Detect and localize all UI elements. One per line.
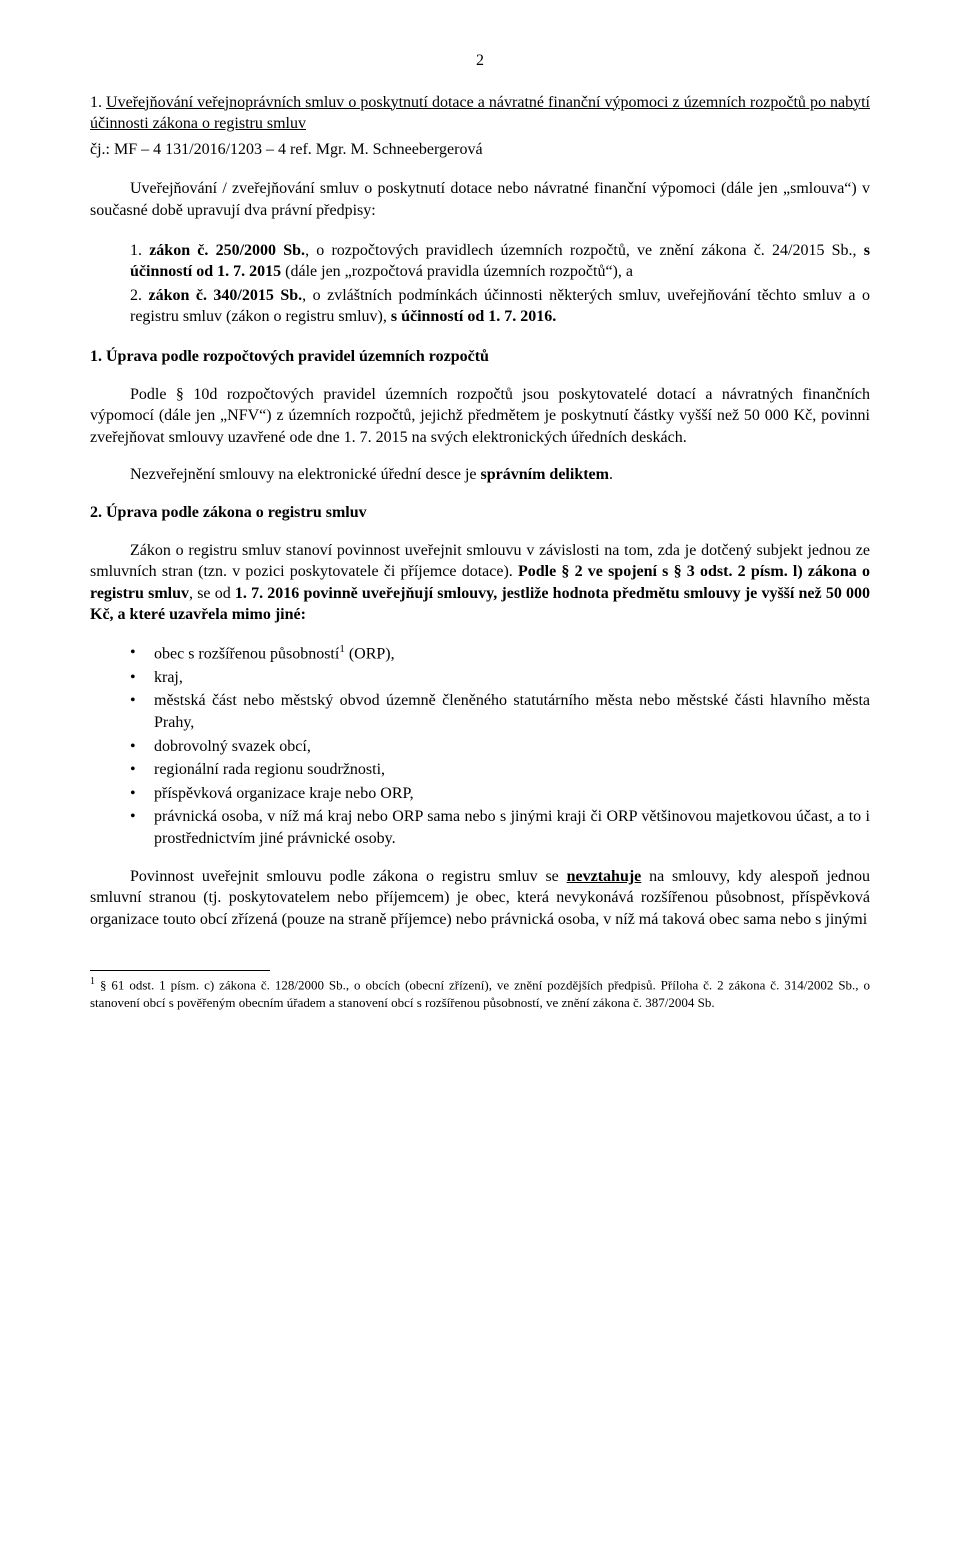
item-bold: zákon č. 340/2015 Sb. xyxy=(148,287,302,304)
footnote-text: § 61 odst. 1 písm. c) zákona č. 128/2000… xyxy=(90,978,870,1010)
bullet-text: příspěvková organizace kraje nebo ORP, xyxy=(154,785,414,802)
section-2-heading: 2. Úprava podle zákona o registru smluv xyxy=(90,502,870,524)
bullet-text: městská část nebo městský obvod územně č… xyxy=(154,692,870,731)
bullet-text: právnická osoba, v níž má kraj nebo ORP … xyxy=(154,808,870,847)
list-item: příspěvková organizace kraje nebo ORP, xyxy=(130,783,870,805)
p2-pre: Nezveřejnění smlouvy na elektronické úře… xyxy=(130,466,481,483)
bullet-text: obec s rozšířenou působností xyxy=(154,645,339,662)
item-number: 2. xyxy=(130,287,142,304)
list-item: právnická osoba, v níž má kraj nebo ORP … xyxy=(130,806,870,849)
title-text: Uveřejňování veřejnoprávních smluv o pos… xyxy=(90,94,870,133)
section-2-p2: Povinnost uveřejnit smlouvu podle zákona… xyxy=(90,866,870,931)
section-1-p1: Podle § 10d rozpočtových pravidel územní… xyxy=(90,384,870,449)
page-number: 2 xyxy=(90,50,870,72)
bullet-post: (ORP), xyxy=(345,645,395,662)
s2p2-pre: Povinnost uveřejnit smlouvu podle zákona… xyxy=(130,868,567,885)
item-bold: zákon č. 250/2000 Sb. xyxy=(149,242,305,259)
bullet-text: kraj, xyxy=(154,669,183,686)
item-text: , o rozpočtových pravidlech územních roz… xyxy=(305,242,864,259)
item-bold2: s účinností od 1. 7. 2016. xyxy=(391,308,556,325)
section-1-p2: Nezveřejnění smlouvy na elektronické úře… xyxy=(90,464,870,486)
law-list: 1. zákon č. 250/2000 Sb., o rozpočtových… xyxy=(90,240,870,328)
list-item: městská část nebo městský obvod územně č… xyxy=(130,690,870,733)
section-2-p1: Zákon o registru smluv stanoví povinnost… xyxy=(90,540,870,626)
list-item: 2. zákon č. 340/2015 Sb., o zvláštních p… xyxy=(130,285,870,328)
list-item: 1. zákon č. 250/2000 Sb., o rozpočtových… xyxy=(130,240,870,283)
list-item: obec s rozšířenou působností1 (ORP), xyxy=(130,642,870,665)
item-text2: (dále jen „rozpočtová pravidla územních … xyxy=(281,263,633,280)
list-item: kraj, xyxy=(130,667,870,689)
document-title: 1. Uveřejňování veřejnoprávních smluv o … xyxy=(90,92,870,135)
entity-bullet-list: obec s rozšířenou působností1 (ORP), kra… xyxy=(90,642,870,850)
footnote-separator xyxy=(90,970,270,971)
item-number: 1. xyxy=(130,242,142,259)
list-item: dobrovolný svazek obcí, xyxy=(130,736,870,758)
title-number: 1. xyxy=(90,94,106,111)
p2-post: . xyxy=(609,466,613,483)
section-1-heading: 1. Úprava podle rozpočtových pravidel úz… xyxy=(90,346,870,368)
list-item: regionální rada regionu soudržnosti, xyxy=(130,759,870,781)
bullet-text: dobrovolný svazek obcí, xyxy=(154,738,311,755)
footnote: 1 § 61 odst. 1 písm. c) zákona č. 128/20… xyxy=(90,975,870,1011)
subtitle: čj.: MF – 4 131/2016/1203 – 4 ref. Mgr. … xyxy=(90,139,870,161)
p2-bold: správním deliktem xyxy=(481,466,609,483)
bullet-text: regionální rada regionu soudržnosti, xyxy=(154,761,385,778)
s2p2-emphasis: nevztahuje xyxy=(567,868,642,885)
s2p1-mid: , se od xyxy=(189,585,235,602)
intro-paragraph: Uveřejňování / zveřejňování smluv o posk… xyxy=(90,178,870,221)
